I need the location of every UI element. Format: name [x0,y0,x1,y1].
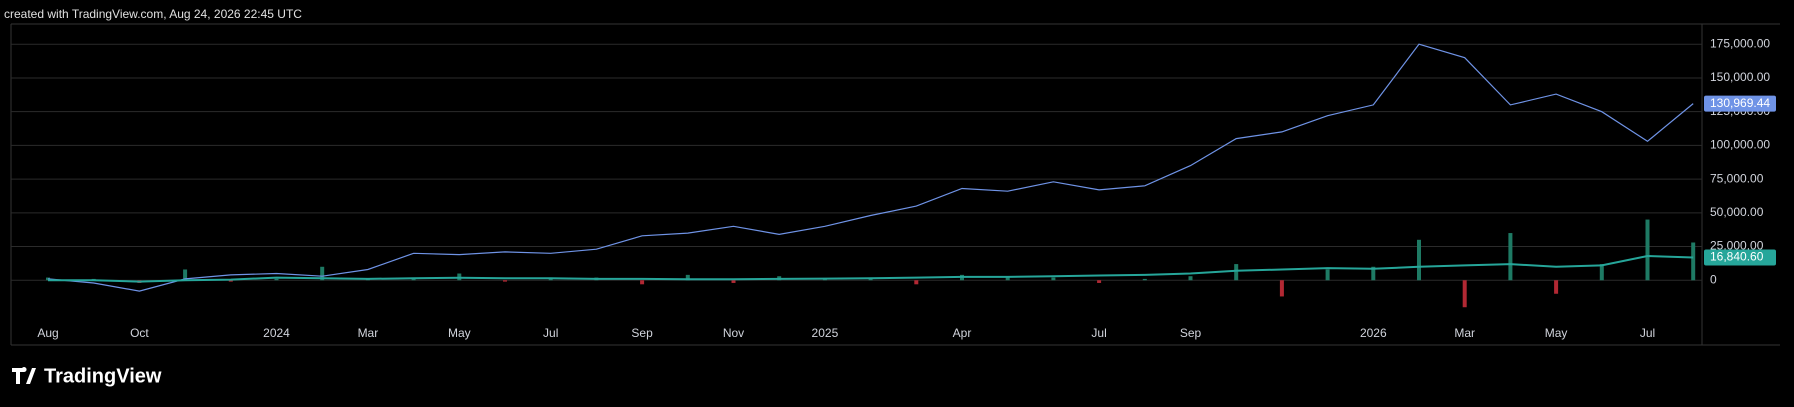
price-label: 130,969.44 [1710,96,1770,110]
x-tick-label: Jul [543,326,558,340]
x-tick-label: Nov [723,326,744,340]
x-tick-label: Jul [1091,326,1106,340]
y-tick-label: 75,000.00 [1710,171,1764,185]
logo: TradingView [12,365,162,387]
price-label: 16,840.60 [1710,250,1764,264]
x-tick-label: May [448,326,471,340]
volume-bar [1188,276,1193,281]
volume-bar [1599,264,1604,281]
x-tick-label: Apr [953,326,972,340]
brand: TradingView [44,365,162,387]
volume-bar [1051,277,1056,281]
volume-bar [1234,264,1239,281]
y-tick-label: 150,000.00 [1710,70,1770,84]
y-tick-label: 175,000.00 [1710,36,1770,50]
volume-bar [1462,280,1467,308]
volume-bar [548,278,553,281]
volume-bar [274,278,279,281]
series-line [47,43,1694,292]
volume-bar [731,280,736,283]
y-tick-label: 25,000.00 [1710,239,1764,253]
series-line [48,254,1694,283]
x-tick-label: Mar [1454,326,1475,340]
volume-bar [1417,239,1421,281]
volume-bar [228,280,233,282]
volume-bar [503,280,507,282]
volume-bar [1097,280,1102,283]
volume-bar [320,266,325,281]
x-tick-label: Mar [358,326,379,340]
price-label-box [1704,95,1776,112]
y-tick-label: 100,000.00 [1710,138,1770,152]
y-tick-label: 0 [1710,272,1717,286]
y-tick-label: 50,000.00 [1710,205,1764,219]
volume-bar [1691,242,1696,281]
x-tick-label: Sep [631,326,653,340]
x-tick-label: 2026 [1360,326,1387,340]
x-tick-label: Jul [1640,326,1655,340]
x-tick-label: Sep [1180,326,1202,340]
x-tick-label: 2025 [812,326,839,340]
caption: created with TradingView.com, Aug 24, 20… [4,7,302,21]
x-tick-label: May [1545,326,1568,340]
x-tick-label: Oct [130,326,149,340]
volume-bar [1554,280,1559,294]
volume-bar [1142,278,1147,281]
logo-icon [12,367,36,384]
volume-bar [685,274,690,281]
volume-bar [1645,219,1650,281]
volume-bar [640,280,645,285]
price-label-box [1704,249,1776,266]
volume-bar [914,280,919,285]
volume-bar [1325,269,1330,281]
volume-bar [1279,280,1284,297]
volume-bar [183,269,188,281]
volume-bar [1005,276,1010,281]
x-tick-label: 2024 [263,326,290,340]
volume-bar [1371,266,1376,281]
volume-bar [1508,233,1513,281]
x-tick-label: Aug [37,326,58,340]
